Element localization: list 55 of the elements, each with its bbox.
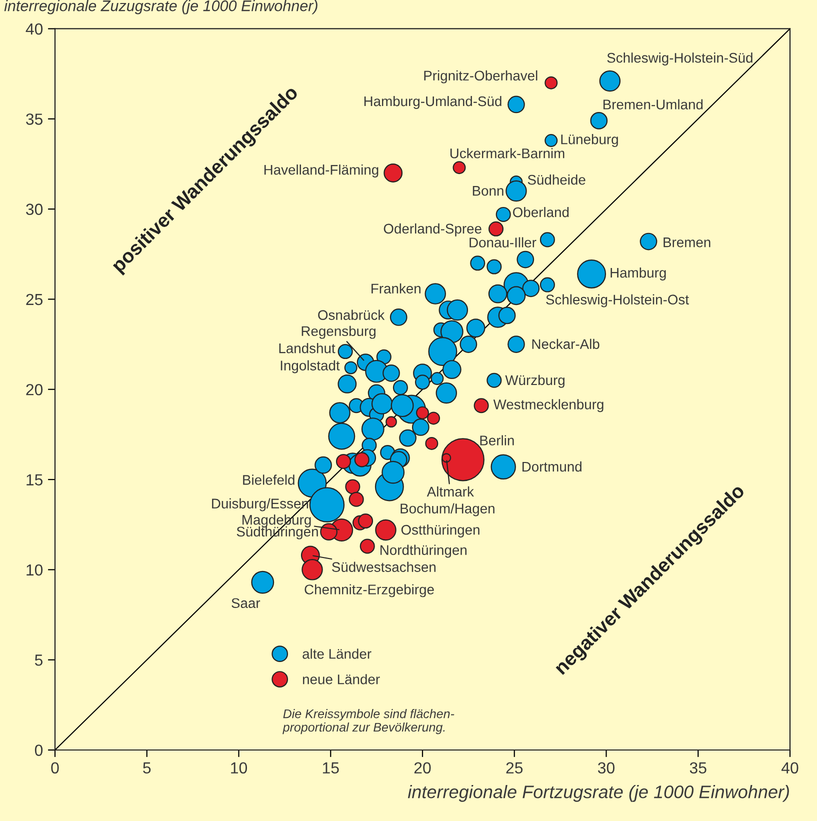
annotation: Die Kreissymbole sind flächen- proportional zur Bevölkerung. xyxy=(282,709,454,734)
annotation: Landshut xyxy=(279,343,336,354)
annotation: Regensburg xyxy=(302,326,376,339)
annotation: Bonn xyxy=(472,186,504,196)
x-tick-label: 5 xyxy=(143,762,151,774)
annotation: Ostthüringen xyxy=(401,524,480,538)
annotation: Schleswig-Holstein-Süd xyxy=(607,52,752,66)
annotation: Uckermark-Barnim xyxy=(450,148,564,158)
annotation: Ingolstadt xyxy=(280,360,340,374)
annotation: Osnabrück xyxy=(318,310,385,320)
annotation: Bremen-Umland xyxy=(603,99,703,110)
annotation: Saar xyxy=(232,598,260,608)
annotation: Südheide xyxy=(528,174,586,185)
x-tick-label: 10 xyxy=(231,762,248,774)
legend-label: alte Länder xyxy=(302,648,372,659)
y-tick-label: 35 xyxy=(26,114,43,125)
annotation: Prignitz-Oberhavel xyxy=(424,70,538,84)
x-tick-label: 30 xyxy=(598,762,615,774)
annotation: Oderland-Spree xyxy=(384,223,482,236)
x-tick-label: 20 xyxy=(414,762,431,774)
annotation: Würzburg xyxy=(505,374,564,388)
annotation: Lüneburg xyxy=(561,134,618,148)
annotation: Donau-Iller xyxy=(470,237,536,248)
annotation: Südwestsachsen xyxy=(332,562,436,572)
annotation: Bremen xyxy=(664,238,710,248)
x-tick-label: 25 xyxy=(506,762,523,774)
annotation: Schleswig-Holstein-Ost xyxy=(546,294,689,308)
y-tick-label: 25 xyxy=(26,294,43,306)
annotation: Westmecklenburg xyxy=(493,399,604,412)
annotation: Dortmund xyxy=(522,461,582,472)
y-tick-label: 5 xyxy=(34,654,43,666)
y-tick-label: 0 xyxy=(34,744,43,756)
annotation: Nordthüringen xyxy=(380,544,466,558)
annotation: Chemnitz-Erzgebirge xyxy=(304,584,434,598)
annotation: Neckar-Alb xyxy=(532,338,600,350)
y-tick-label: 20 xyxy=(26,384,43,396)
y-tick-label: 15 xyxy=(26,474,43,486)
annotation: Berlin xyxy=(480,435,514,446)
x-tick-label: 35 xyxy=(690,762,706,774)
y-tick-label: 10 xyxy=(26,564,43,576)
annotation: Hamburg xyxy=(610,267,666,280)
annotation: Franken xyxy=(372,283,420,294)
annotation: Bochum/Hagen xyxy=(400,503,494,516)
x-tick-label: 15 xyxy=(322,762,339,774)
legend-label: neue Länder xyxy=(302,674,380,684)
x-tick-label: 40 xyxy=(781,762,798,774)
y-tick-label: 40 xyxy=(26,23,43,35)
y-tick-label: 30 xyxy=(26,204,43,215)
annotation: Bielefeld xyxy=(243,474,294,485)
annotation: Oberland xyxy=(513,206,569,218)
x-tick-label: 0 xyxy=(51,762,59,774)
x-axis-title: interregionale Fortzugsrate (je 1000 Einwohner) xyxy=(408,785,789,802)
y-axis-title: interregionale Zuzugsrate (je 1000 Einwohner) xyxy=(4,0,318,14)
annotation: Hamburg-Umland-Süd xyxy=(364,96,502,109)
annotation: Altmark xyxy=(426,486,474,497)
